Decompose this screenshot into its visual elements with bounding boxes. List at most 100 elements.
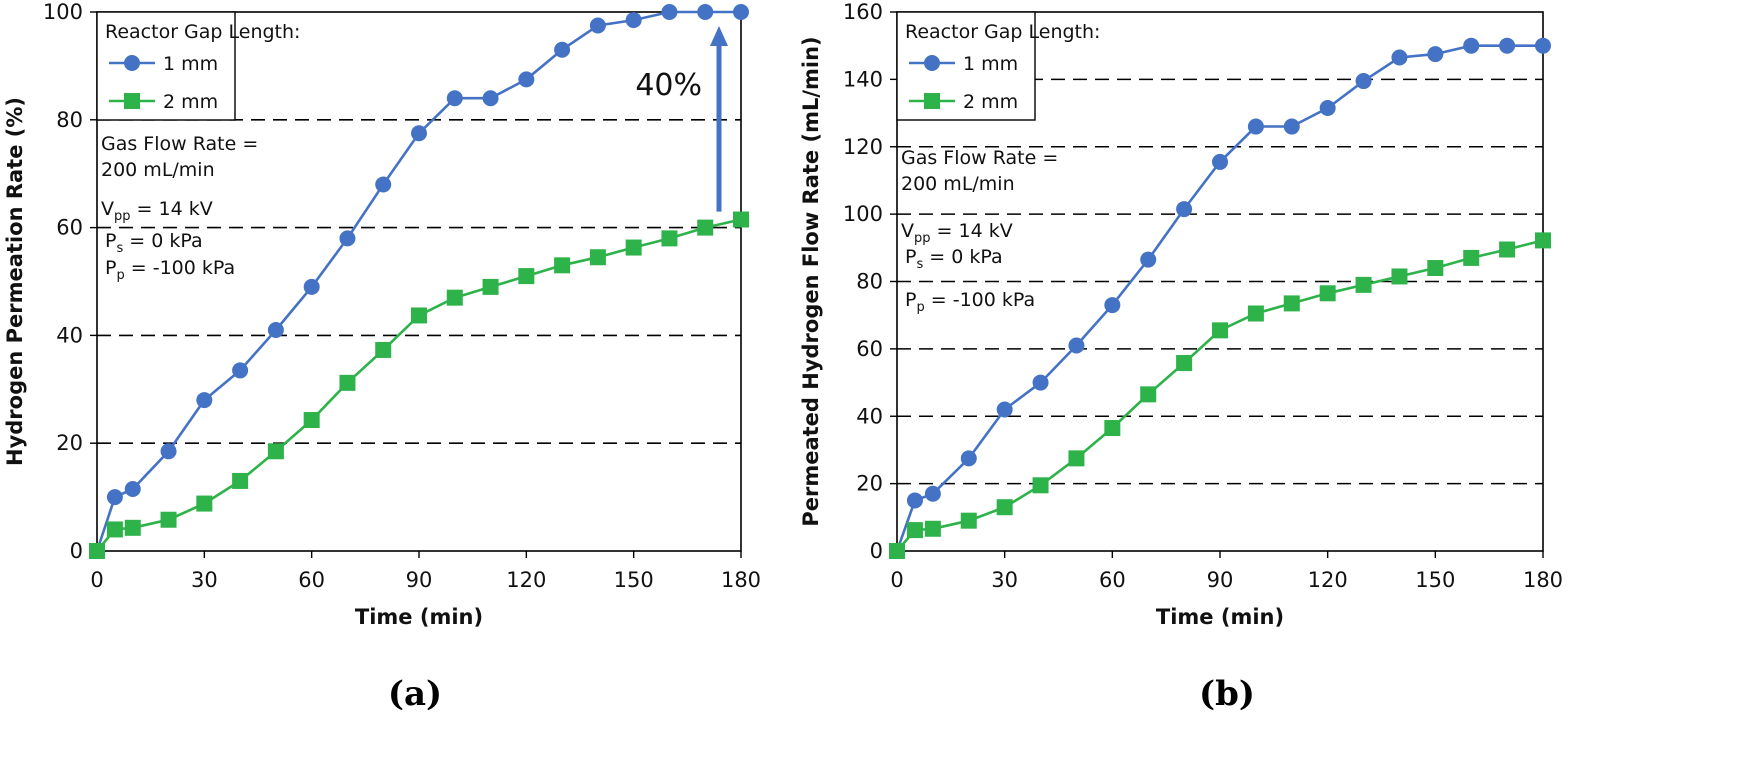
data-point bbox=[960, 512, 977, 529]
panel-label: (b) bbox=[1199, 674, 1255, 714]
data-point bbox=[124, 519, 141, 536]
y-tick-label: 100 bbox=[43, 0, 83, 24]
data-point bbox=[960, 450, 977, 467]
data-point bbox=[1535, 37, 1551, 54]
data-point bbox=[1247, 118, 1264, 135]
data-point bbox=[1104, 297, 1121, 314]
y-tick-label: 40 bbox=[56, 323, 83, 347]
data-point bbox=[232, 362, 249, 379]
y-tick-label: 80 bbox=[56, 108, 83, 132]
data-point bbox=[924, 485, 941, 502]
data-point bbox=[1068, 337, 1085, 354]
data-point bbox=[697, 219, 714, 236]
data-point bbox=[589, 249, 606, 266]
x-tick-label: 150 bbox=[1415, 568, 1455, 592]
data-point bbox=[625, 239, 642, 256]
x-tick-label: 150 bbox=[614, 568, 654, 592]
data-point bbox=[339, 230, 356, 247]
ps-annotation: Ps = 0 kPa bbox=[905, 246, 1003, 272]
x-axis-label: Time (min) bbox=[355, 605, 483, 629]
x-tick-label: 0 bbox=[90, 568, 103, 592]
data-point bbox=[697, 4, 714, 20]
legend-label: 1 mm bbox=[963, 53, 1018, 75]
legend-marker bbox=[924, 55, 940, 71]
series-line-2mm bbox=[896, 239, 1544, 552]
data-point bbox=[267, 322, 284, 339]
data-point bbox=[1355, 73, 1372, 90]
data-point bbox=[1319, 285, 1336, 302]
data-point bbox=[1499, 37, 1516, 54]
data-point bbox=[196, 392, 213, 409]
arrow-head-icon bbox=[710, 26, 728, 46]
data-point bbox=[733, 211, 749, 228]
data-point bbox=[1427, 260, 1444, 277]
data-point bbox=[1283, 118, 1300, 135]
data-point bbox=[661, 230, 678, 247]
data-point bbox=[1104, 420, 1121, 437]
data-point bbox=[1212, 153, 1228, 170]
data-point bbox=[518, 71, 535, 88]
x-tick-label: 60 bbox=[1099, 568, 1126, 592]
data-point bbox=[446, 289, 463, 306]
data-point bbox=[996, 499, 1013, 516]
legend-title: Reactor Gap Length: bbox=[105, 21, 300, 43]
legend: Reactor Gap Length: 1 mm 2 mm bbox=[896, 11, 1100, 121]
data-point bbox=[1355, 276, 1372, 293]
y-axis-label: Hydrogen Permeation Rate (%) bbox=[3, 97, 27, 466]
gas-flow-label: Gas Flow Rate = bbox=[901, 147, 1058, 169]
y-tick-label: 20 bbox=[56, 431, 83, 455]
data-point bbox=[1319, 100, 1336, 117]
x-tick-label: 0 bbox=[890, 568, 903, 592]
data-point bbox=[411, 125, 427, 142]
data-point bbox=[1068, 450, 1085, 467]
x-tick-label: 90 bbox=[1207, 568, 1234, 592]
data-point bbox=[196, 495, 213, 512]
legend-marker bbox=[924, 93, 940, 109]
legend-marker bbox=[124, 55, 140, 71]
y-tick-label: 60 bbox=[56, 216, 83, 240]
data-point bbox=[924, 520, 941, 537]
y-tick-label: 120 bbox=[843, 135, 883, 159]
data-point bbox=[1391, 268, 1408, 285]
data-point bbox=[303, 412, 320, 429]
data-point bbox=[589, 17, 606, 34]
data-point bbox=[375, 176, 392, 193]
data-point bbox=[906, 492, 923, 509]
vpp-annotation: Vpp = 14 kV bbox=[101, 198, 213, 224]
x-tick-label: 60 bbox=[298, 568, 325, 592]
data-point bbox=[625, 12, 642, 29]
gas-flow-label: Gas Flow Rate = bbox=[101, 133, 258, 155]
data-point bbox=[554, 257, 571, 274]
data-point bbox=[160, 511, 177, 528]
x-tick-label: 30 bbox=[191, 568, 218, 592]
data-point bbox=[482, 90, 499, 107]
data-point bbox=[106, 489, 123, 506]
legend-label: 1 mm bbox=[163, 53, 218, 75]
data-point bbox=[1032, 477, 1049, 494]
y-tick-label: 100 bbox=[843, 202, 883, 226]
data-point bbox=[446, 90, 463, 107]
data-point bbox=[106, 521, 123, 538]
data-point bbox=[1427, 46, 1444, 63]
data-point bbox=[1176, 355, 1193, 372]
data-point bbox=[339, 374, 356, 391]
improvement-label: 40% bbox=[635, 68, 702, 103]
y-tick-label: 140 bbox=[843, 67, 883, 91]
x-axis-label: Time (min) bbox=[1156, 605, 1284, 629]
data-point bbox=[1032, 374, 1049, 391]
x-tick-label: 180 bbox=[721, 568, 761, 592]
gas-flow-value: 200 mL/min bbox=[901, 173, 1015, 195]
vpp-annotation: Vpp = 14 kV bbox=[901, 220, 1013, 246]
legend-marker bbox=[124, 93, 140, 109]
data-point bbox=[1283, 295, 1300, 312]
data-point bbox=[303, 278, 320, 295]
y-tick-label: 60 bbox=[856, 337, 883, 361]
data-point bbox=[160, 443, 177, 460]
data-point bbox=[1247, 305, 1264, 322]
ps-annotation: Ps = 0 kPa bbox=[105, 230, 203, 256]
data-point bbox=[1499, 241, 1516, 258]
legend-label: 2 mm bbox=[163, 91, 218, 113]
x-tick-label: 120 bbox=[1308, 568, 1348, 592]
y-tick-label: 80 bbox=[856, 270, 883, 294]
chart-panel-a: 0 20 40 60 80 100 0 30 60 90 120 150 180 Time (min) Hy… bbox=[3, 0, 761, 714]
